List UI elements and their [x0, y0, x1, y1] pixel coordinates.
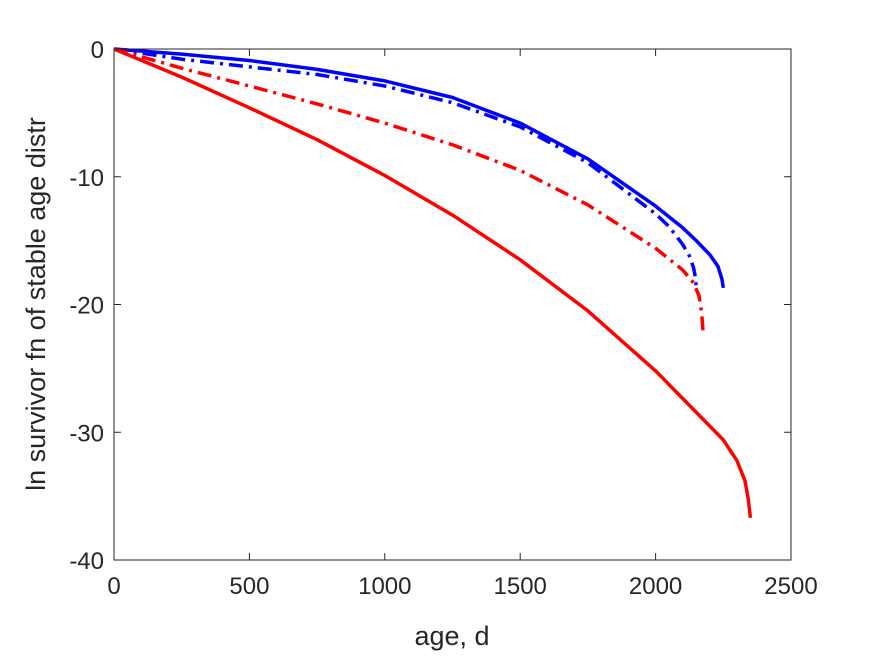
- x-tick-label-2: 1000: [358, 573, 411, 600]
- series-line-2: [113, 47, 698, 290]
- plot-area: [114, 49, 791, 560]
- y-axis-title: ln survivor fn of stable age distr: [21, 117, 51, 491]
- series-line-4: [113, 47, 753, 519]
- x-axis-title: age, d: [414, 621, 489, 651]
- x-tick-label-1: 500: [229, 573, 269, 600]
- y-tick-label-3: -30: [69, 420, 104, 447]
- y-tick-label-4: -40: [69, 548, 104, 575]
- series-layer: [113, 47, 753, 519]
- y-tick-label-2: -20: [69, 293, 104, 320]
- series-line-1: [113, 47, 726, 289]
- y-tick-label-1: -10: [69, 165, 104, 192]
- tick-layer: 0 500 1000 1500 2000 2500 0 -10 -20 -30 -40: [69, 37, 817, 600]
- x-tick-label-5: 2500: [764, 573, 817, 600]
- x-tick-label-4: 2000: [629, 573, 682, 600]
- series-line-3: [113, 47, 705, 332]
- x-tick-label-0: 0: [107, 573, 120, 600]
- y-tick-label-0: 0: [91, 37, 104, 64]
- x-tick-label-3: 1500: [494, 573, 547, 600]
